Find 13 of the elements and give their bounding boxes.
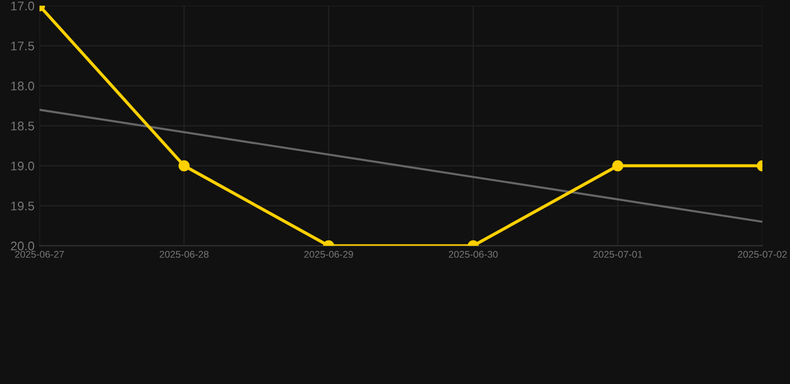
y-tick-label: 19.5 bbox=[11, 202, 34, 210]
y-tick-label: 19.0 bbox=[11, 162, 34, 170]
x-tick-label: 2025-06-29 bbox=[304, 250, 354, 258]
y-tick-label: 18.0 bbox=[11, 82, 34, 90]
y-tick-label: 17.0 bbox=[11, 2, 34, 10]
y-tick-label: 18.5 bbox=[11, 122, 34, 130]
x-tick-label: 2025-06-27 bbox=[15, 250, 64, 258]
x-tick-label: 2025-06-30 bbox=[448, 250, 498, 258]
x-tick-label: 2025-07-01 bbox=[593, 250, 642, 258]
x-tick-label: 2025-07-02 bbox=[738, 250, 787, 258]
y-tick-label: 17.5 bbox=[11, 42, 34, 50]
x-tick-label: 2025-06-28 bbox=[160, 250, 209, 258]
y-tick-label: 20.0 bbox=[10, 242, 34, 250]
